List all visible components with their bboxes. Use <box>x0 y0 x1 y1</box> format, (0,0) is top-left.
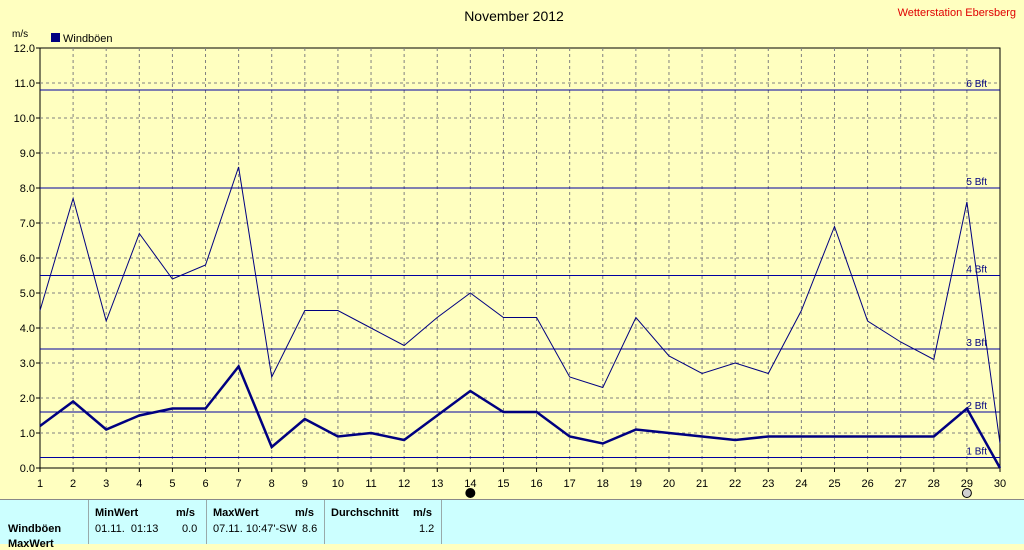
max-value: 8.6 <box>302 523 318 535</box>
y-axis-unit: m/s <box>12 29 28 40</box>
x-tick-label: 5 <box>169 478 175 490</box>
y-tick-label: 9.0 <box>20 148 35 160</box>
x-tick-label: 21 <box>696 478 708 490</box>
min-time: 01.11. 01:13 <box>95 523 159 535</box>
y-tick-label: 3.0 <box>20 358 35 370</box>
min-value: 0.0 <box>182 523 198 535</box>
x-tick-label: 16 <box>530 478 542 490</box>
x-tick-label: 1 <box>37 478 43 490</box>
y-tick-label: 11.0 <box>14 78 35 90</box>
y-tick-label: 10.0 <box>14 113 35 125</box>
station-name: Wetterstation Ebersberg <box>898 7 1016 19</box>
x-tick-label: 29 <box>961 478 973 490</box>
y-tick-label: 12.0 <box>14 43 35 55</box>
y-tick-label: 2.0 <box>20 393 35 405</box>
beaufort-label: 5 Bft <box>966 177 987 188</box>
y-tick-label: 7.0 <box>20 218 35 230</box>
x-tick-label: 8 <box>269 478 275 490</box>
x-tick-label: 23 <box>762 478 774 490</box>
x-tick-label: 26 <box>861 478 873 490</box>
min-header: MinWert <box>95 507 139 519</box>
row-label: Windböen <box>8 523 62 535</box>
x-tick-label: 28 <box>928 478 940 490</box>
full-moon-icon <box>961 488 972 498</box>
row2-label: MaxWert <box>8 538 54 550</box>
x-tick-label: 10 <box>332 478 344 490</box>
x-tick-label: 11 <box>365 478 376 490</box>
x-tick-label: 14 <box>464 478 476 490</box>
beaufort-label: 2 Bft <box>966 401 987 412</box>
beaufort-label: 6 Bft <box>966 79 987 90</box>
new-moon-icon <box>465 488 476 498</box>
series-line-thick <box>39 364 1002 469</box>
max-unit: m/s <box>295 507 314 519</box>
x-tick-label: 20 <box>663 478 675 490</box>
column-separator <box>324 500 325 544</box>
max-header: MaxWert <box>213 507 259 519</box>
column-separator <box>441 500 442 544</box>
min-unit: m/s <box>176 507 195 519</box>
y-tick-label: 8.0 <box>20 183 35 195</box>
stats-table: MinWert m/s MaxWert m/s Durchschnitt m/s… <box>0 499 1024 550</box>
x-tick-label: 12 <box>398 478 410 490</box>
x-tick-label: 22 <box>729 478 741 490</box>
beaufort-label: 3 Bft <box>966 338 987 349</box>
x-tick-label: 27 <box>895 478 907 490</box>
x-tick-label: 9 <box>302 478 308 490</box>
x-tick-label: 15 <box>497 478 509 490</box>
wind-chart: November 2012 Wetterstation Ebersberg m/… <box>12 7 1016 498</box>
y-tick-label: 0.0 <box>20 463 35 475</box>
x-tick-label: 3 <box>103 478 109 490</box>
max-time: 07.11. 10:47'-SW <box>213 523 297 535</box>
column-separator <box>88 500 89 544</box>
x-tick-label: 25 <box>828 478 840 490</box>
y-tick-label: 1.0 <box>20 428 35 440</box>
column-separator <box>206 500 207 544</box>
avg-value: 1.2 <box>419 523 435 535</box>
legend-label: Windböen <box>63 33 113 45</box>
x-tick-label: 24 <box>795 478 807 490</box>
x-tick-label: 19 <box>630 478 642 490</box>
beaufort-label: 1 Bft <box>966 447 987 458</box>
legend-swatch <box>51 33 60 42</box>
x-tick-label: 18 <box>597 478 609 490</box>
chart-title: November 2012 <box>464 8 564 24</box>
x-tick-label: 2 <box>70 478 76 490</box>
plot-area: 0.01.02.03.04.05.06.07.08.09.010.011.012… <box>14 43 1006 498</box>
x-tick-label: 13 <box>431 478 443 490</box>
y-tick-label: 5.0 <box>20 288 35 300</box>
x-tick-label: 7 <box>236 478 242 490</box>
avg-unit: m/s <box>413 507 432 519</box>
y-tick-label: 4.0 <box>20 323 35 335</box>
y-tick-label: 6.0 <box>20 253 35 265</box>
x-tick-label: 6 <box>202 478 208 490</box>
x-tick-label: 4 <box>136 478 142 490</box>
x-tick-label: 17 <box>564 478 576 490</box>
series-line-thin <box>39 166 1001 444</box>
x-tick-label: 30 <box>994 478 1006 490</box>
beaufort-label: 4 Bft <box>966 265 987 276</box>
avg-header: Durchschnitt <box>331 507 399 519</box>
